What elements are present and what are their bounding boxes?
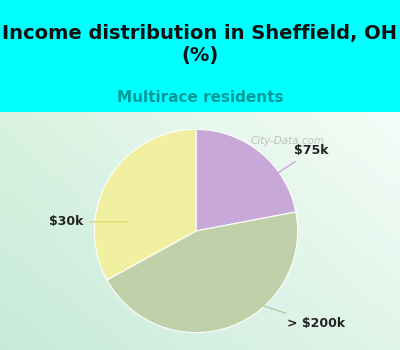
Wedge shape bbox=[107, 212, 298, 332]
Text: $75k: $75k bbox=[270, 144, 329, 178]
Text: Multirace residents: Multirace residents bbox=[117, 90, 283, 105]
Text: $30k: $30k bbox=[50, 215, 128, 228]
Text: > $200k: > $200k bbox=[263, 306, 345, 330]
Text: Income distribution in Sheffield, OH
(%): Income distribution in Sheffield, OH (%) bbox=[2, 24, 398, 65]
Text: City-Data.com: City-Data.com bbox=[251, 135, 325, 146]
Wedge shape bbox=[196, 130, 296, 231]
Wedge shape bbox=[94, 130, 196, 280]
